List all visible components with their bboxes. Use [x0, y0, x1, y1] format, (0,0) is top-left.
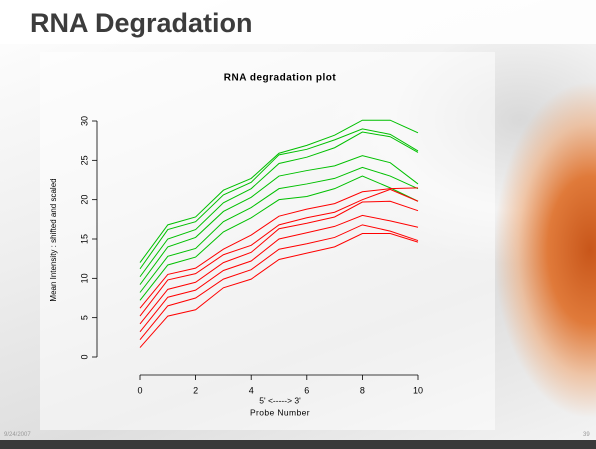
y-tick-label: 20	[79, 195, 89, 205]
y-tick-label: 25	[79, 155, 89, 165]
series-line	[139, 200, 419, 325]
x-tick-label: 4	[249, 385, 254, 395]
x-axis-label: Probe Number	[250, 407, 310, 417]
series-line	[139, 187, 419, 309]
series-line	[139, 128, 419, 270]
series-line	[139, 188, 419, 317]
series-line	[139, 155, 419, 285]
series-line	[139, 232, 419, 348]
slide-date: 9/24/2007	[4, 432, 31, 438]
series-line	[139, 166, 419, 293]
series-line	[139, 214, 419, 333]
slide-number: 39	[583, 432, 590, 438]
x-tick-label: 2	[193, 385, 198, 395]
chart-title: RNA degradation plot	[224, 73, 337, 84]
x-tick-label: 10	[413, 385, 423, 395]
series-line	[139, 119, 419, 263]
y-tick-label: 0	[79, 354, 89, 359]
y-tick-label: 10	[79, 273, 89, 283]
bottom-bar	[0, 440, 596, 449]
x-tick-label: 8	[360, 385, 365, 395]
title-bar	[0, 0, 596, 44]
y-axis-label: Mean Intensity : shifted and scaled	[49, 178, 58, 301]
y-tick-label: 15	[79, 234, 89, 244]
slide-title: RNA Degradation	[30, 8, 253, 38]
y-tick-label: 30	[79, 116, 89, 126]
x-axis-sublabel: 5' <-----> 3'	[259, 395, 301, 405]
series-line	[139, 224, 419, 341]
series-line	[139, 131, 419, 278]
plot-panel	[40, 52, 495, 430]
series-line	[139, 175, 419, 301]
y-tick-label: 5	[79, 315, 89, 320]
x-tick-label: 6	[304, 385, 309, 395]
x-tick-label: 0	[137, 385, 142, 395]
